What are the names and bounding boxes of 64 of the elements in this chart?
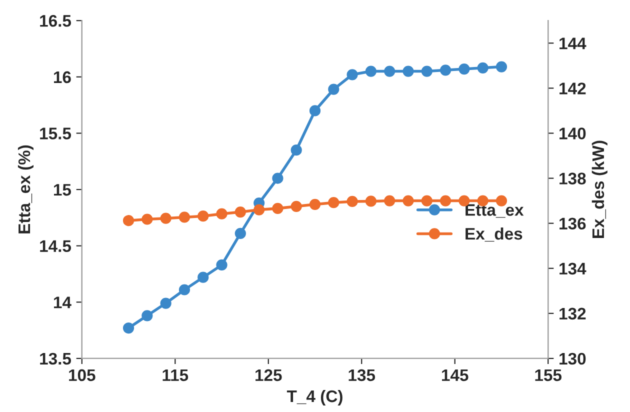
point [178, 284, 190, 296]
point [421, 195, 432, 206]
x-tick-label: 145 [442, 369, 468, 382]
point [328, 84, 340, 95]
point [234, 228, 246, 239]
point [421, 66, 432, 77]
point [384, 195, 396, 206]
point [440, 195, 452, 206]
point [122, 322, 134, 334]
y-tick-label: 15.5 [40, 128, 72, 140]
y2-tick-label: 144 [560, 38, 586, 50]
point [328, 197, 340, 208]
point [402, 195, 414, 206]
point [272, 202, 284, 214]
point [477, 62, 488, 74]
y-tick-label: 14 [54, 296, 72, 308]
point [440, 64, 452, 76]
point [272, 172, 284, 184]
point [290, 200, 302, 212]
y-tick-label: 15 [54, 184, 72, 196]
y2-tick-label: 138 [560, 172, 586, 184]
point [234, 206, 246, 218]
point [198, 210, 209, 222]
legend-label: Ex_des [466, 227, 522, 242]
x-axis-title: T_4 (C) [286, 390, 342, 406]
point [198, 272, 209, 283]
x-tick-label: 125 [256, 369, 282, 382]
legend-label: Etta_ex [466, 204, 524, 218]
y2-tick-label: 136 [560, 218, 586, 230]
point [216, 259, 228, 271]
y2-tick-label: 130 [560, 352, 586, 365]
point [178, 212, 190, 223]
point [160, 298, 172, 309]
point [160, 212, 172, 224]
y2-tick-label: 140 [560, 128, 586, 140]
point [346, 196, 358, 208]
point [122, 215, 134, 226]
point [402, 66, 414, 77]
y-tick-label: 13.5 [40, 352, 72, 365]
y-tick-label: 16.5 [40, 15, 72, 27]
point [254, 204, 265, 216]
y2-tick-label: 134 [560, 262, 586, 275]
y2-tick-label: 132 [560, 308, 586, 320]
point [309, 198, 321, 210]
x-tick-label: 135 [348, 369, 376, 382]
y-tick-label: 14.5 [40, 240, 72, 252]
point [384, 66, 396, 77]
point [216, 208, 228, 220]
y2-axis-title: Ex_des (kW) [592, 140, 608, 238]
point [365, 196, 376, 207]
point [290, 144, 302, 156]
x-tick-label: 115 [162, 369, 188, 382]
point [458, 63, 470, 75]
point [346, 69, 358, 80]
point [365, 66, 376, 77]
y-axis-title: Etta_ex (%) [18, 145, 34, 234]
point [309, 105, 321, 116]
point [142, 310, 153, 322]
y-tick-label: 16 [54, 71, 71, 84]
y2-tick-label: 142 [560, 82, 586, 94]
x-tick-label: 105 [69, 369, 96, 382]
point [496, 61, 508, 72]
x-tick-label: 155 [535, 369, 562, 382]
point [142, 214, 153, 225]
